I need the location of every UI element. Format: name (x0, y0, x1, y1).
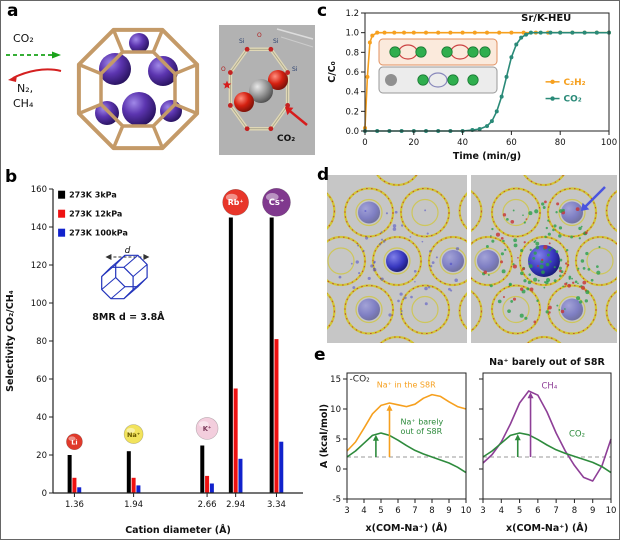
svg-text:8: 8 (429, 506, 434, 516)
svg-text:x(COM-Na⁺) (Å): x(COM-Na⁺) (Å) (366, 523, 448, 534)
svg-text:CO₂: CO₂ (569, 430, 585, 440)
svg-text:10: 10 (461, 506, 471, 516)
svg-text:20: 20 (408, 138, 419, 148)
md-snapshot-right-image (471, 175, 617, 343)
svg-text:140: 140 (31, 223, 47, 233)
free-energy-left-chart: 3 4 5 6 7 8 9 10 -5 0 5 10 15 x(COM-Na⁺) (Å) A (kcal/m… (319, 372, 471, 534)
svg-text:Cs⁺: Cs⁺ (269, 197, 285, 207)
svg-text:0.4: 0.4 (345, 88, 359, 98)
svg-text:1.94: 1.94 (124, 500, 143, 510)
svg-text:100: 100 (601, 138, 617, 148)
ch4-label: CH₄ (13, 97, 34, 110)
svg-text:6: 6 (535, 506, 540, 516)
svg-text:120: 120 (31, 261, 47, 271)
svg-text:9: 9 (590, 506, 595, 516)
svg-text:1.0: 1.0 (345, 29, 359, 39)
svg-text:5: 5 (378, 506, 383, 516)
selectivity-bar-chart: 1.36 1.94 2.66 2.94 3.34 0 20 40 60 80 100 120 140 16… (5, 185, 303, 536)
md-snapshot-left-image (327, 175, 467, 343)
zeolite-cage-image (76, 27, 200, 151)
svg-text:Time (min/g): Time (min/g) (453, 151, 521, 162)
svg-text:60: 60 (506, 138, 517, 148)
svg-text:160: 160 (31, 185, 47, 195)
svg-text:C/C₀: C/C₀ (327, 61, 338, 83)
panel-label-c: c (317, 1, 328, 21)
svg-text:1.36: 1.36 (65, 500, 84, 510)
panel-label-d: d (317, 165, 330, 185)
svg-text:CO₂: CO₂ (277, 134, 295, 144)
svg-text:40: 40 (457, 138, 468, 148)
svg-text:0.2: 0.2 (345, 107, 359, 117)
svg-text:Cation diameter (Å): Cation diameter (Å) (125, 525, 231, 536)
svg-text:3.34: 3.34 (267, 500, 286, 510)
svg-text:2.66: 2.66 (198, 500, 217, 510)
svg-text:Na⁺ in the S8R: Na⁺ in the S8R (377, 380, 436, 389)
co2-feed-label: CO₂ (13, 32, 34, 45)
svg-text:10: 10 (330, 405, 341, 415)
n2-label: N₂, (17, 82, 34, 95)
svg-text:1.2: 1.2 (345, 9, 359, 19)
svg-text:5: 5 (336, 435, 341, 445)
svg-text:15: 15 (330, 375, 341, 385)
svg-text:CH₄: CH₄ (542, 382, 558, 392)
svg-text:7: 7 (412, 506, 417, 516)
svg-text:Si: Si (239, 38, 245, 45)
svg-text:x(COM-Na⁺) (Å): x(COM-Na⁺) (Å) (506, 523, 588, 534)
svg-text:60: 60 (36, 375, 47, 385)
svg-text:K⁺: K⁺ (203, 425, 212, 433)
svg-text:4: 4 (499, 506, 504, 516)
svg-text:Rb⁺: Rb⁺ (228, 198, 244, 207)
panel-label-e: e (314, 345, 326, 365)
svg-text:10: 10 (606, 506, 617, 516)
svg-text:d: d (125, 246, 131, 256)
svg-text:3: 3 (480, 506, 485, 516)
svg-text:40: 40 (36, 413, 47, 423)
svg-text:Na⁺ barely out of S8R: Na⁺ barely out of S8R (489, 357, 605, 368)
svg-text:Si: Si (273, 38, 279, 45)
svg-text:273K 12kPa: 273K 12kPa (69, 210, 122, 219)
svg-text:8MR d = 3.8Å: 8MR d = 3.8Å (92, 312, 165, 323)
free-energy-right-chart: 3 4 5 6 7 8 9 10 x(COM-Na⁺) (Å) Na⁺ barely out of… (479, 357, 617, 534)
svg-text:4: 4 (361, 506, 366, 516)
svg-text:273K 3kPa: 273K 3kPa (69, 191, 117, 200)
svg-text:273K 100kPa: 273K 100kPa (69, 229, 128, 238)
svg-text:20: 20 (36, 451, 47, 461)
svg-text:5: 5 (517, 506, 522, 516)
panel-label-a: a (7, 1, 19, 21)
svg-text:80: 80 (36, 337, 47, 347)
svg-text:0: 0 (42, 489, 47, 499)
svg-text:-5: -5 (333, 495, 341, 505)
co2-n2-arrows-graphic (6, 51, 62, 82)
svg-text:0.6: 0.6 (345, 68, 359, 78)
svg-text:Li: Li (71, 439, 77, 447)
svg-text:0: 0 (336, 465, 341, 475)
svg-text:Si: Si (292, 66, 298, 73)
svg-text:8: 8 (572, 506, 577, 516)
svg-text:2.94: 2.94 (226, 500, 245, 510)
svg-text:100: 100 (31, 299, 47, 309)
svg-text:3: 3 (344, 506, 349, 516)
svg-text:0.0: 0.0 (345, 127, 359, 137)
svg-text:C₂H₂: C₂H₂ (564, 78, 586, 88)
svg-text:O: O (257, 32, 262, 39)
svg-text:0: 0 (362, 138, 367, 148)
co2-in-8ring-image: Si Si Si O O CO₂ (219, 25, 315, 155)
svg-text:A (kcal/mol): A (kcal/mol) (319, 404, 330, 468)
svg-text:0.8: 0.8 (345, 48, 359, 58)
svg-text:CO₂: CO₂ (564, 95, 582, 105)
svg-text:-CO₂: -CO₂ (350, 374, 371, 384)
svg-text:80: 80 (555, 138, 566, 148)
svg-text:7: 7 (553, 506, 558, 516)
breakthrough-curve-chart: 0 20 40 60 80 100 0.0 0.2 0.4 0.6 0.8 1.0 1.2 Time (m… (327, 9, 617, 162)
svg-text:9: 9 (446, 506, 451, 516)
svg-text:Selectivity CO₂/CH₄: Selectivity CO₂/CH₄ (5, 290, 16, 392)
svg-text:6: 6 (395, 506, 400, 516)
panel-label-b: b (5, 167, 18, 187)
svg-text:Na⁺: Na⁺ (127, 431, 140, 439)
svg-text:Sr/K-HEU: Sr/K-HEU (521, 13, 571, 24)
svg-text:O: O (221, 66, 226, 73)
